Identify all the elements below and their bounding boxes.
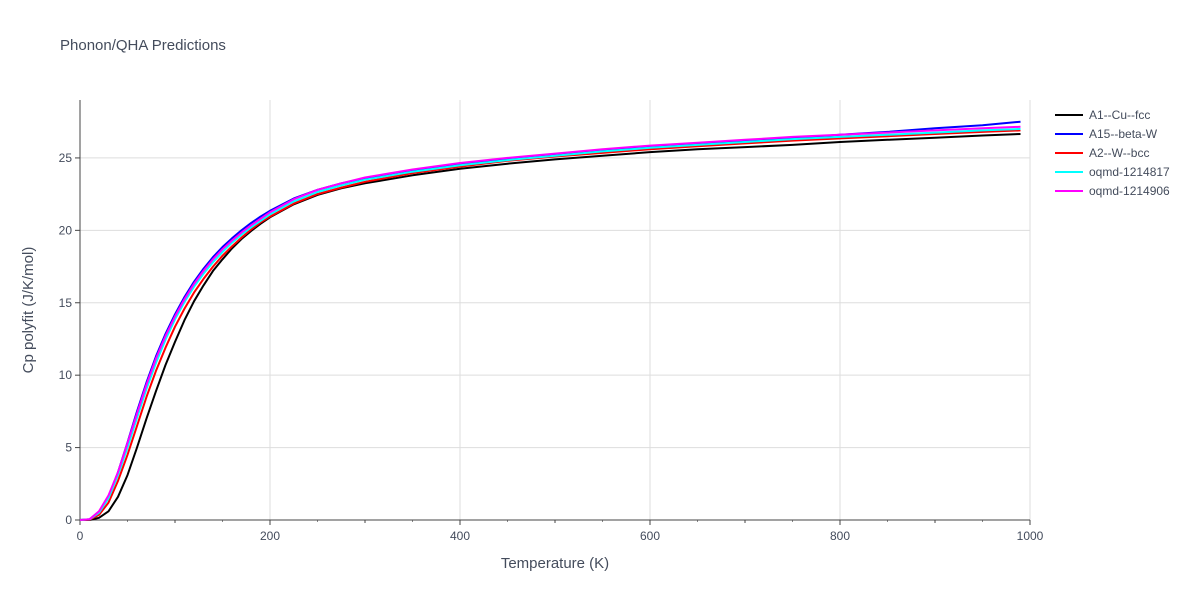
legend-item[interactable]: oqmd-1214906: [1055, 184, 1170, 198]
y-tick-label: 15: [59, 296, 73, 310]
x-tick-label: 800: [830, 529, 850, 543]
series-line-2: [79, 129, 1021, 521]
axes: [75, 100, 1031, 525]
x-tick-label: 200: [260, 529, 280, 543]
y-axis-title: Cp polyfit (J/K/mol): [20, 247, 37, 374]
x-tick-label: 1000: [1017, 529, 1044, 543]
legend[interactable]: A1--Cu--fcc A15--beta-W A2--W--bcc oqmd-121…: [1055, 108, 1170, 198]
legend-label: oqmd-1214817: [1089, 165, 1170, 179]
legend-item[interactable]: A2--W--bcc: [1055, 146, 1149, 160]
legend-label: A2--W--bcc: [1089, 146, 1149, 160]
x-tick-labels: 0 200 400 600 800 1000: [77, 529, 1044, 543]
legend-item[interactable]: A15--beta-W: [1055, 127, 1158, 141]
legend-item[interactable]: A1--Cu--fcc: [1055, 108, 1150, 122]
y-tick-label: 0: [65, 513, 72, 527]
series-line-3: [79, 128, 1021, 521]
series-line-1: [79, 120, 1021, 521]
plot-series: [79, 120, 1021, 521]
legend-item[interactable]: oqmd-1214817: [1055, 165, 1170, 179]
y-tick-label: 20: [59, 223, 73, 237]
x-tick-label: 0: [77, 529, 84, 543]
x-tick-label: 400: [450, 529, 470, 543]
x-tick-label: 600: [640, 529, 660, 543]
x-axis-title: Temperature (K): [501, 555, 609, 572]
y-tick-label: 25: [59, 151, 73, 165]
grid-lines: [80, 100, 1031, 520]
series-line-4: [79, 125, 1021, 521]
y-tick-label: 10: [59, 368, 73, 382]
legend-label: A1--Cu--fcc: [1089, 108, 1150, 122]
y-tick-label: 5: [65, 441, 72, 455]
series-line-0: [80, 133, 1021, 521]
chart-title: Phonon/QHA Predictions: [60, 37, 226, 54]
y-tick-labels: 0 5 10 15 20 25: [59, 151, 73, 527]
legend-label: oqmd-1214906: [1089, 184, 1170, 198]
legend-label: A15--beta-W: [1089, 127, 1158, 141]
